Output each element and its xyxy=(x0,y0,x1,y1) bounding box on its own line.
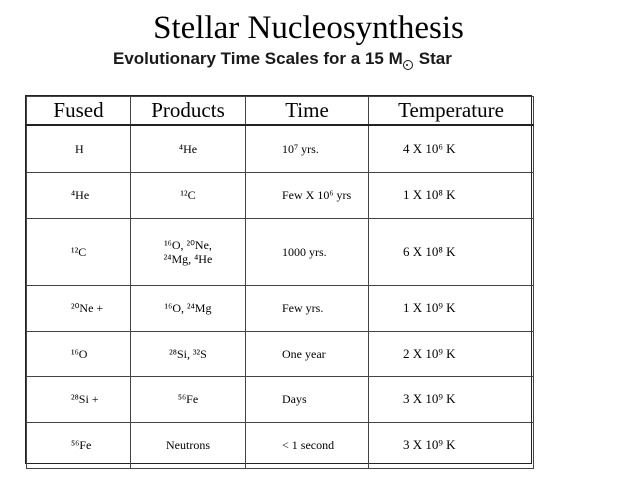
time-value: Few yrs. xyxy=(282,301,324,315)
page-title: Stellar Nucleosynthesis xyxy=(153,10,464,46)
temperature-value: 1 X 10⁹ K xyxy=(403,300,456,315)
temperature-value: 3 X 10⁹ K xyxy=(403,437,456,452)
products-value: ²⁸Si, ³²S xyxy=(169,346,207,361)
cell-time: Few yrs. xyxy=(245,284,369,332)
time-value: 1000 yrs. xyxy=(282,244,327,259)
cell-time: Few X 10⁶ yrs xyxy=(245,171,369,219)
products-value: ⁵⁶Fe xyxy=(177,392,199,406)
fused-value: ¹²C xyxy=(71,244,87,259)
cell-products: ¹⁶O, ²⁰Ne, ²⁴Mg, ⁴He xyxy=(130,217,246,286)
cell-products: ²⁸Si, ³²S xyxy=(130,330,246,377)
cell-temperature: 1 X 10⁹ K xyxy=(368,284,534,332)
cell-fused: ²⁰Ne + xyxy=(26,284,131,332)
table-row: ⁴He ¹²C Few X 10⁶ yrs 1 X 10⁸ K xyxy=(26,171,534,219)
temperature-value: 3 X 10⁹ K xyxy=(403,391,456,406)
temperature-value: 1 X 10⁸ K xyxy=(403,187,456,202)
cell-time: Days xyxy=(245,375,369,423)
cell-temperature: 2 X 10⁹ K xyxy=(368,330,534,377)
fused-value: ⁴He xyxy=(71,188,90,202)
cell-temperature: 6 X 10⁸ K xyxy=(368,217,534,286)
cell-fused: ²⁸Si + xyxy=(26,375,131,423)
temperature-value: 4 X 10⁶ K xyxy=(403,140,456,156)
cell-temperature: 3 X 10⁹ K xyxy=(368,375,534,423)
cell-products: ¹⁶O, ²⁴Mg xyxy=(130,284,246,332)
time-value: Few X 10⁶ yrs xyxy=(282,188,352,202)
time-scales-table-frame: Fused Products Time Temperature H ⁴He 10⁷ … xyxy=(25,95,534,469)
header-time: Time xyxy=(245,96,369,126)
cell-temperature: 3 X 10⁹ K xyxy=(368,421,534,469)
cell-temperature: 1 X 10⁸ K xyxy=(368,171,534,219)
header-fused: Fused xyxy=(26,96,131,126)
table-row: ²⁰Ne + ¹⁶O, ²⁴Mg Few yrs. 1 X 10⁹ K xyxy=(26,284,534,332)
cell-fused: H xyxy=(26,124,131,173)
cell-products: ⁴He xyxy=(130,124,246,173)
header-temperature: Temperature xyxy=(368,96,534,126)
table-row: ¹²C ¹⁶O, ²⁰Ne, ²⁴Mg, ⁴He 1000 yrs. 6 X 10⁸ … xyxy=(26,217,534,286)
time-value: Days xyxy=(282,392,307,406)
time-scales-table: Fused Products Time Temperature H ⁴He 10⁷ … xyxy=(26,96,534,469)
cell-fused: ¹²C xyxy=(26,217,131,286)
fused-value: H xyxy=(75,141,84,156)
cell-fused: ⁵⁶Fe xyxy=(26,421,131,469)
time-value: 10⁷ yrs. xyxy=(282,141,319,156)
table-row: ¹⁶O ²⁸Si, ³²S One year 2 X 10⁹ K xyxy=(26,330,534,377)
cell-time: < 1 second xyxy=(245,421,369,469)
temperature-value: 2 X 10⁹ K xyxy=(403,345,456,361)
header-products: Products xyxy=(130,96,246,126)
cell-time: 10⁷ yrs. xyxy=(245,124,369,173)
time-value: < 1 second xyxy=(282,438,335,452)
fused-value: ²⁰Ne + xyxy=(71,301,104,315)
products-value: Neutrons xyxy=(166,438,210,452)
fused-value: ⁵⁶Fe xyxy=(71,438,92,452)
cell-products: ⁵⁶Fe xyxy=(130,375,246,423)
page-subtitle: Evolutionary Time Scales for a 15 M Star xyxy=(113,49,452,70)
products-value: ¹⁶O, ²⁴Mg xyxy=(164,301,212,315)
cell-time: One year xyxy=(245,330,369,377)
time-value: One year xyxy=(282,346,326,361)
cell-temperature: 4 X 10⁶ K xyxy=(368,124,534,173)
subtitle-prefix: Evolutionary Time Scales for a 15 M xyxy=(113,49,403,68)
cell-fused: ¹⁶O xyxy=(26,330,131,377)
cell-fused: ⁴He xyxy=(26,171,131,219)
fused-value: ²⁸Si + xyxy=(71,392,99,406)
products-value: ¹²C xyxy=(180,188,196,202)
table-row: ²⁸Si + ⁵⁶Fe Days 3 X 10⁹ K xyxy=(26,375,534,423)
table-row: H ⁴He 10⁷ yrs. 4 X 10⁶ K xyxy=(26,124,534,173)
subtitle-suffix: Star xyxy=(418,49,452,68)
cell-products: ¹²C xyxy=(130,171,246,219)
products-value: ¹⁶O, ²⁰Ne, ²⁴Mg, ⁴He xyxy=(163,237,213,266)
table-row: ⁵⁶Fe Neutrons < 1 second 3 X 10⁹ K xyxy=(26,421,534,469)
cell-products: Neutrons xyxy=(130,421,246,469)
fused-value: ¹⁶O xyxy=(71,346,88,361)
cell-time: 1000 yrs. xyxy=(245,217,369,286)
sun-symbol-icon xyxy=(402,60,413,70)
temperature-value: 6 X 10⁸ K xyxy=(403,243,456,259)
table-header-row: Fused Products Time Temperature xyxy=(26,96,534,126)
products-value: ⁴He xyxy=(178,141,198,156)
